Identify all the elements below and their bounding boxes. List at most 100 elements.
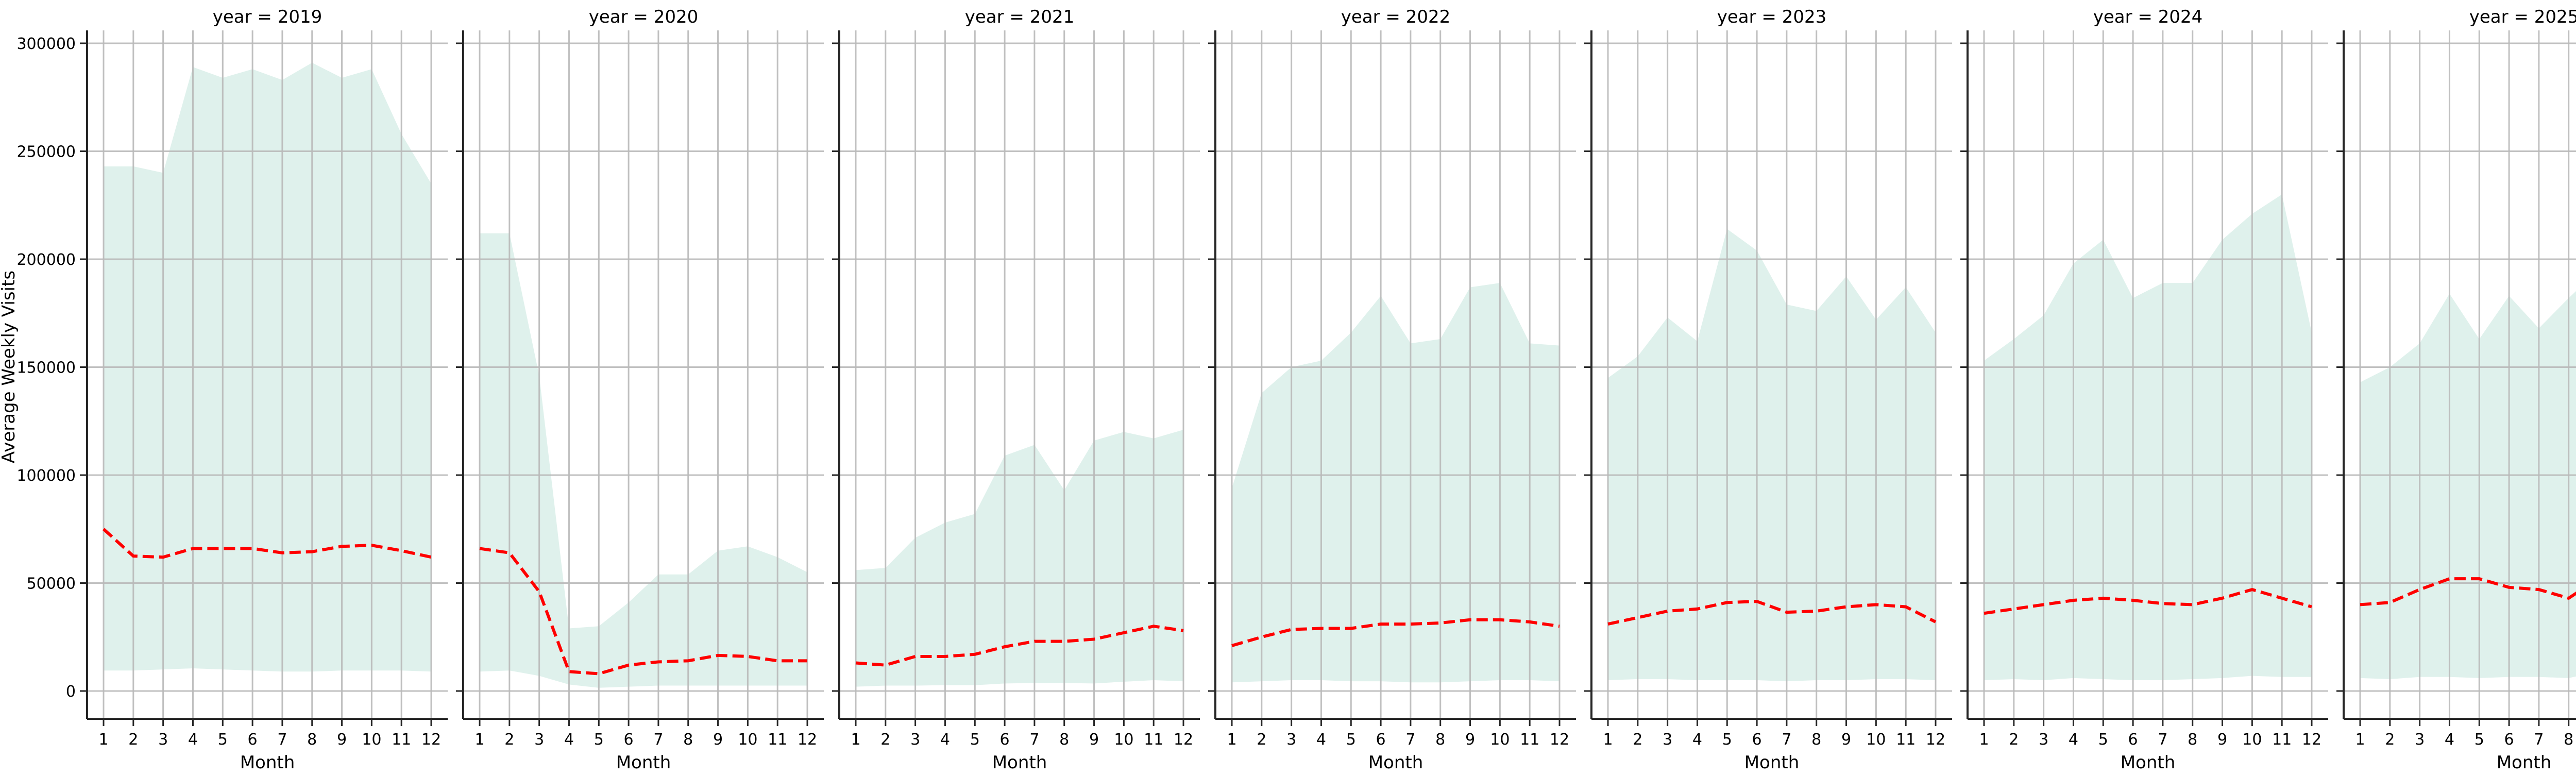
x-tick-label: 1: [2355, 731, 2365, 749]
x-tick-label: 9: [1089, 731, 1099, 749]
x-tick-label: 5: [2098, 731, 2108, 749]
x-tick-label: 12: [1926, 731, 1945, 749]
x-tick-label: 3: [158, 731, 168, 749]
x-tick-label: 9: [713, 731, 723, 749]
x-tick-label: 6: [2128, 731, 2138, 749]
x-tick-label: 5: [594, 731, 604, 749]
x-tick-label: 8: [307, 731, 317, 749]
x-tick-label: 12: [2302, 731, 2321, 749]
percentile-band: [856, 430, 1183, 687]
x-axis-label: Month: [1744, 752, 1800, 773]
x-tick-label: 9: [337, 731, 347, 749]
x-tick-label: 8: [2188, 731, 2197, 749]
panel-title: year = 2023: [1717, 7, 1826, 27]
percentile-band: [2360, 291, 2576, 679]
x-tick-label: 10: [738, 731, 757, 749]
median-line: [1984, 587, 2312, 615]
x-tick-label: 5: [2475, 731, 2484, 749]
x-tick-label: 5: [970, 731, 980, 749]
x-tick-label: 1: [851, 731, 860, 749]
y-tick-label: 100000: [16, 467, 76, 485]
y-tick-label: 250000: [16, 143, 76, 161]
median-line: [479, 547, 807, 676]
y-tick-label: 150000: [16, 359, 76, 377]
x-tick-label: 10: [1114, 731, 1133, 749]
x-tick-label: 4: [564, 731, 574, 749]
y-tick-label: 0: [66, 683, 76, 701]
x-tick-label: 2: [504, 731, 514, 749]
x-tick-label: 8: [1811, 731, 1821, 749]
x-tick-label: 12: [798, 731, 817, 749]
x-tick-label: 1: [1979, 731, 1989, 749]
x-tick-label: 2: [128, 731, 138, 749]
x-tick-label: 6: [1376, 731, 1386, 749]
panel-title: year = 2024: [2093, 7, 2202, 27]
x-axis-label: Month: [616, 752, 671, 773]
x-tick-label: 7: [1782, 731, 1791, 749]
x-tick-label: 6: [1000, 731, 1010, 749]
y-axis-label: Average Weekly Visits: [0, 271, 19, 463]
median-line: [102, 528, 432, 559]
x-tick-label: 3: [1663, 731, 1672, 749]
x-tick-label: 11: [768, 731, 787, 749]
x-tick-label: 6: [1752, 731, 1762, 749]
x-tick-label: 4: [1692, 731, 1702, 749]
x-tick-label: 1: [98, 731, 108, 749]
x-tick-label: 10: [1866, 731, 1886, 749]
x-tick-label: 2: [2009, 731, 2019, 749]
x-axis-label: Month: [2121, 752, 2176, 773]
panel-title: year = 2022: [1341, 7, 1450, 27]
x-tick-label: 7: [277, 731, 287, 749]
y-tick-label: 50000: [27, 575, 76, 593]
x-tick-label: 12: [1550, 731, 1569, 749]
x-tick-label: 2: [2385, 731, 2395, 749]
x-axis-label: Month: [2497, 752, 2552, 773]
panel-title: year = 2025: [2469, 7, 2576, 27]
x-tick-label: 1: [1603, 731, 1613, 749]
y-tick-label: 300000: [16, 35, 76, 53]
x-tick-label: 8: [2564, 731, 2573, 749]
x-tick-label: 9: [1465, 731, 1475, 749]
x-tick-label: 7: [1029, 731, 1039, 749]
x-tick-label: 3: [1286, 731, 1296, 749]
x-tick-label: 6: [248, 731, 258, 749]
x-tick-label: 3: [2415, 731, 2425, 749]
x-tick-label: 7: [1405, 731, 1415, 749]
x-tick-label: 2: [1633, 731, 1642, 749]
median-line: [2360, 577, 2576, 606]
x-tick-label: 4: [940, 731, 950, 749]
x-tick-label: 8: [683, 731, 693, 749]
panel-title: year = 2021: [965, 7, 1074, 27]
x-tick-label: 8: [1059, 731, 1069, 749]
median-line: [855, 625, 1184, 667]
x-tick-label: 11: [1896, 731, 1916, 749]
percentile-band: [480, 233, 807, 688]
x-tick-label: 7: [2158, 731, 2167, 749]
x-tick-label: 3: [534, 731, 544, 749]
x-tick-label: 10: [1490, 731, 1510, 749]
x-tick-label: 6: [624, 731, 634, 749]
panel-title: year = 2019: [213, 7, 322, 27]
x-tick-label: 4: [1316, 731, 1326, 749]
x-tick-label: 6: [2504, 731, 2514, 749]
x-tick-label: 5: [218, 731, 228, 749]
x-tick-label: 10: [2242, 731, 2262, 749]
x-tick-label: 11: [392, 731, 411, 749]
x-tick-label: 8: [1435, 731, 1445, 749]
x-tick-label: 1: [474, 731, 484, 749]
x-tick-label: 12: [421, 731, 441, 749]
percentile-band: [1232, 283, 1560, 683]
percentile-band: [1608, 229, 1936, 682]
x-tick-label: 5: [1722, 731, 1732, 749]
x-tick-label: 11: [1144, 731, 1163, 749]
x-tick-label: 2: [1257, 731, 1266, 749]
x-tick-label: 4: [188, 731, 198, 749]
panel-title: year = 2020: [589, 7, 698, 27]
x-tick-label: 2: [880, 731, 890, 749]
x-tick-label: 10: [362, 731, 381, 749]
